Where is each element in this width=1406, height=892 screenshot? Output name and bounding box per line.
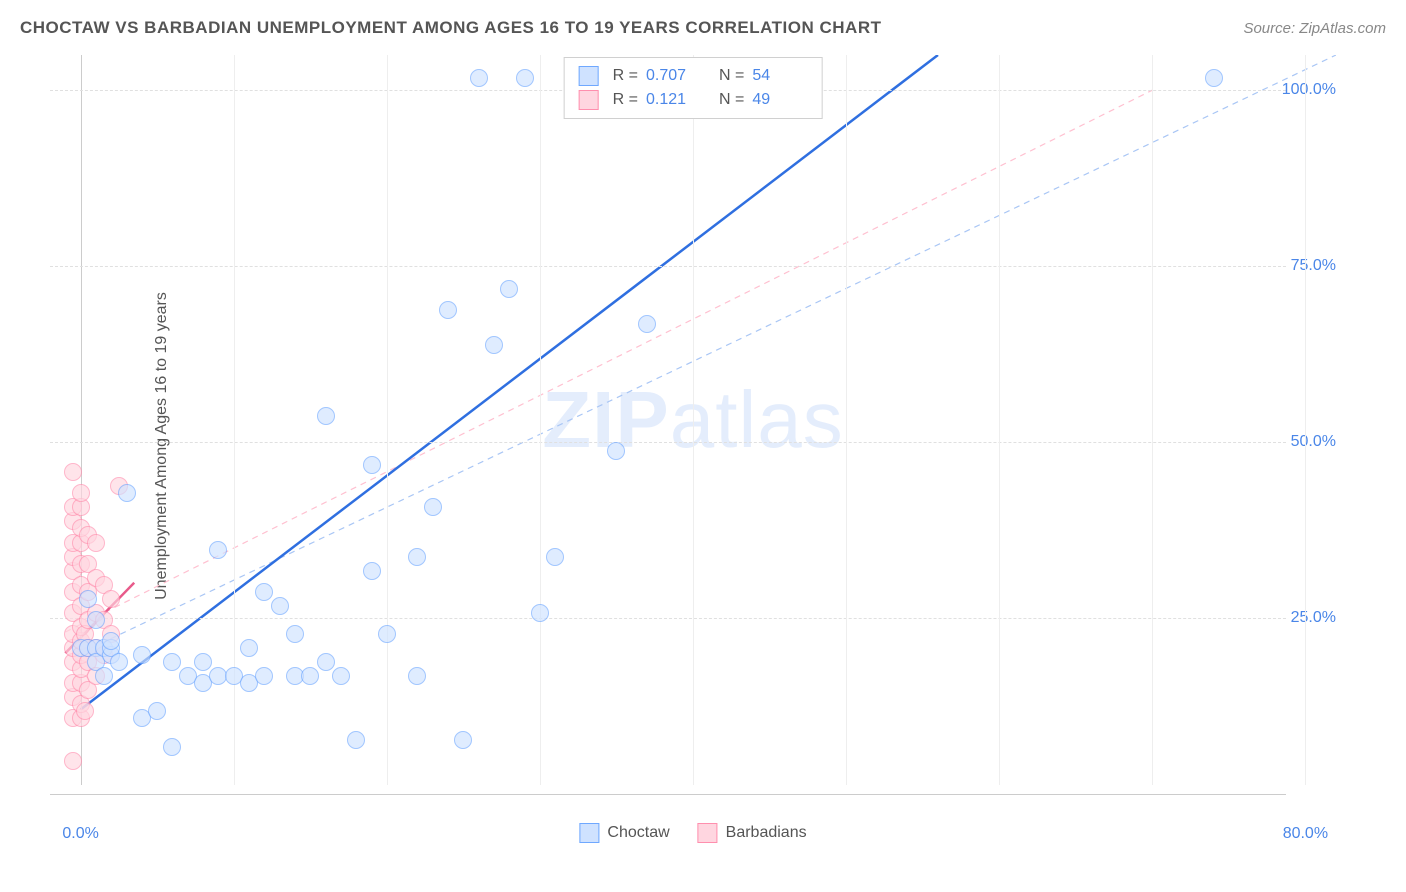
- data-point-choctaw: [194, 653, 212, 671]
- data-point-choctaw: [378, 625, 396, 643]
- data-point-choctaw: [209, 541, 227, 559]
- legend-item-barbadians: Barbadians: [698, 823, 807, 843]
- x-tick-label: 80.0%: [1283, 825, 1328, 843]
- data-point-choctaw: [531, 604, 549, 622]
- data-point-choctaw: [363, 562, 381, 580]
- data-point-choctaw: [638, 315, 656, 333]
- data-point-choctaw: [408, 667, 426, 685]
- grid-line: [387, 55, 388, 785]
- grid-line: [999, 55, 1000, 785]
- data-point-choctaw: [163, 738, 181, 756]
- data-point-choctaw: [79, 590, 97, 608]
- data-point-choctaw: [439, 301, 457, 319]
- data-point-choctaw: [133, 646, 151, 664]
- data-point-choctaw: [240, 639, 258, 657]
- correlation-legend: R = 0.707 N = 54 R = 0.121 N = 49: [564, 57, 823, 119]
- data-point-barbadians: [64, 463, 82, 481]
- data-point-choctaw: [607, 442, 625, 460]
- data-point-choctaw: [102, 632, 120, 650]
- grid-line: [540, 55, 541, 785]
- data-point-choctaw: [110, 653, 128, 671]
- grid-line: [693, 55, 694, 785]
- data-point-choctaw: [87, 611, 105, 629]
- data-point-barbadians: [72, 484, 90, 502]
- data-point-barbadians: [64, 752, 82, 770]
- y-tick-label: 50.0%: [1291, 433, 1336, 451]
- legend-row-choctaw: R = 0.707 N = 54: [579, 64, 808, 88]
- data-point-choctaw: [317, 653, 335, 671]
- y-tick-label: 25.0%: [1291, 609, 1336, 627]
- data-point-choctaw: [255, 667, 273, 685]
- legend-swatch-barbadians: [579, 90, 599, 110]
- source-attribution: Source: ZipAtlas.com: [1243, 20, 1386, 37]
- grid-line: [1152, 55, 1153, 785]
- grid-line: [50, 266, 1286, 267]
- data-point-choctaw: [317, 407, 335, 425]
- data-point-choctaw: [470, 69, 488, 87]
- data-point-choctaw: [485, 336, 503, 354]
- data-point-choctaw: [286, 625, 304, 643]
- data-point-choctaw: [301, 667, 319, 685]
- grid-line: [50, 618, 1286, 619]
- data-point-choctaw: [454, 731, 472, 749]
- data-point-choctaw: [363, 456, 381, 474]
- grid-line: [846, 55, 847, 785]
- grid-line: [1305, 55, 1306, 785]
- x-tick-label: 0.0%: [62, 825, 98, 843]
- legend-swatch-icon: [579, 823, 599, 843]
- legend-item-choctaw: Choctaw: [579, 823, 669, 843]
- data-point-choctaw: [408, 548, 426, 566]
- legend-swatch-icon: [698, 823, 718, 843]
- data-point-choctaw: [332, 667, 350, 685]
- data-point-choctaw: [118, 484, 136, 502]
- legend-swatch-choctaw: [579, 66, 599, 86]
- data-point-choctaw: [500, 280, 518, 298]
- grid-line: [50, 442, 1286, 443]
- data-point-barbadians: [87, 534, 105, 552]
- y-tick-label: 75.0%: [1291, 257, 1336, 275]
- y-tick-label: 100.0%: [1282, 81, 1336, 99]
- data-point-choctaw: [1205, 69, 1223, 87]
- legend-row-barbadians: R = 0.121 N = 49: [579, 88, 808, 112]
- data-point-choctaw: [271, 597, 289, 615]
- data-point-choctaw: [546, 548, 564, 566]
- data-point-barbadians: [76, 702, 94, 720]
- data-point-choctaw: [163, 653, 181, 671]
- chart-title: CHOCTAW VS BARBADIAN UNEMPLOYMENT AMONG …: [20, 18, 881, 38]
- data-point-choctaw: [424, 498, 442, 516]
- series-legend: Choctaw Barbadians: [579, 823, 806, 843]
- chart-plot-area: ZIPatlas R = 0.707 N = 54 R = 0.121 N = …: [50, 55, 1386, 842]
- data-point-barbadians: [102, 590, 120, 608]
- data-point-choctaw: [255, 583, 273, 601]
- data-point-choctaw: [148, 702, 166, 720]
- data-point-choctaw: [516, 69, 534, 87]
- data-point-choctaw: [95, 667, 113, 685]
- data-point-choctaw: [347, 731, 365, 749]
- x-axis-line: [50, 794, 1286, 795]
